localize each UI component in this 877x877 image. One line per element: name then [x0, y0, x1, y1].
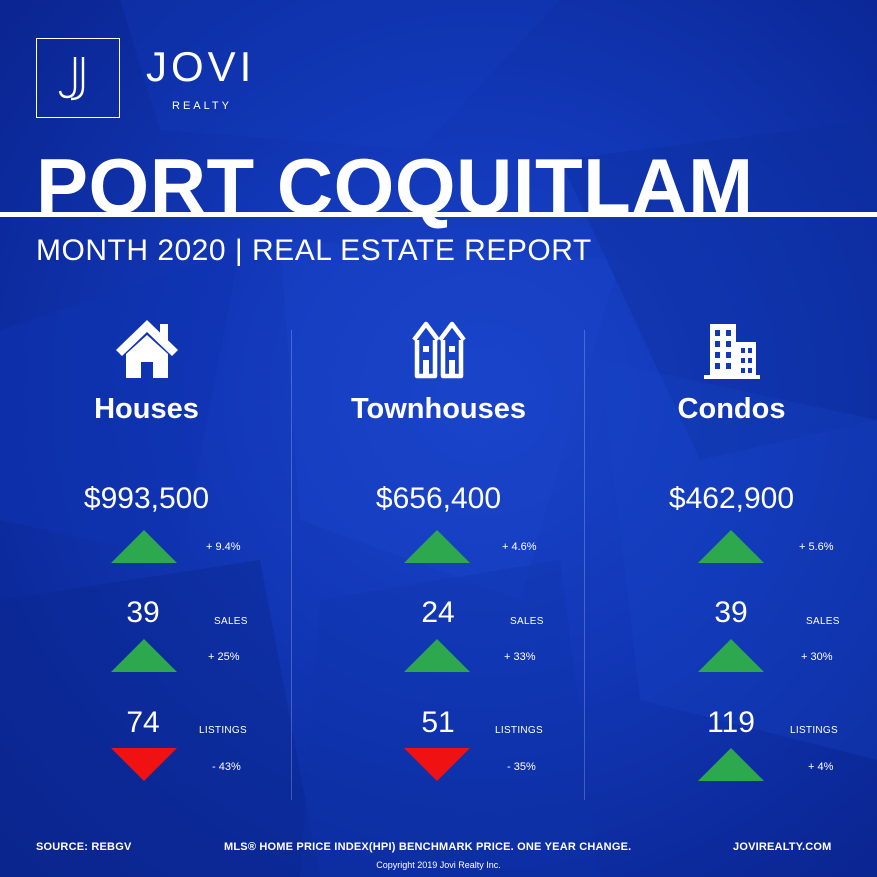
price-change: + 4.6%	[502, 541, 537, 553]
benchmark-price: $993,500	[83, 482, 210, 515]
price-change: + 5.6%	[799, 541, 834, 553]
copyright-note: Copyright 2019 Jovi Realty Inc.	[376, 860, 501, 870]
listings-label: LISTINGS	[199, 725, 247, 736]
column-divider	[291, 330, 292, 800]
column-townhouses: Townhouses $656,400 + 4.6% 24 SALES + 33…	[292, 310, 585, 790]
price-change: + 9.4%	[206, 541, 241, 553]
column-title: Townhouses	[350, 393, 527, 425]
sales-trend-up-arrow	[404, 639, 470, 672]
sales-count: 24	[421, 596, 455, 629]
listings-count: 74	[126, 706, 160, 739]
sales-trend-up-arrow	[111, 639, 177, 672]
listings-count: 51	[421, 706, 455, 739]
column-title: Houses	[94, 393, 199, 425]
column-houses: Houses $993,500 + 9.4% 39 SALES + 25% 74…	[0, 310, 293, 790]
benchmark-price: $462,900	[668, 482, 795, 515]
title-rule	[0, 212, 877, 217]
sales-change: + 33%	[504, 651, 536, 663]
listings-trend-up-arrow	[698, 748, 764, 781]
townhouse-icon	[411, 321, 466, 379]
sales-change: + 25%	[208, 651, 240, 663]
column-condos: Condos $462,900 + 5.6% 39 SALES + 30% 11…	[585, 310, 877, 790]
listings-label: LISTINGS	[495, 725, 543, 736]
condo-building-icon	[703, 324, 760, 379]
sales-change: + 30%	[801, 651, 833, 663]
column-title: Condos	[677, 393, 786, 425]
brand-subtitle: REALTY	[172, 100, 232, 112]
price-trend-up-arrow	[111, 530, 177, 563]
sales-label: SALES	[806, 616, 840, 627]
listings-trend-down-arrow	[111, 748, 177, 781]
source-note: SOURCE: REBGV	[36, 841, 132, 853]
price-trend-up-arrow	[698, 530, 764, 563]
jovi-monogram-icon	[58, 57, 85, 101]
methodology-note: MLS® HOME PRICE INDEX(HPI) BENCHMARK PRI…	[224, 841, 632, 853]
price-trend-up-arrow	[404, 530, 470, 563]
listings-change: - 43%	[212, 761, 241, 773]
listings-trend-down-arrow	[404, 748, 470, 781]
listings-change: - 35%	[507, 761, 536, 773]
sales-count: 39	[714, 596, 748, 629]
jovi-logo	[36, 38, 120, 118]
benchmark-price: $656,400	[375, 482, 502, 515]
sales-label: SALES	[214, 616, 248, 627]
house-icon	[115, 320, 178, 378]
brand-name: JOVI	[146, 43, 256, 90]
sales-count: 39	[126, 596, 160, 629]
page-title: PORT COQUITLAM	[36, 142, 754, 230]
sales-label: SALES	[510, 616, 544, 627]
website-link[interactable]: JOVIREALTY.COM	[733, 841, 832, 853]
sales-trend-up-arrow	[698, 639, 764, 672]
report-subtitle: MONTH 2020 | REAL ESTATE REPORT	[36, 234, 592, 267]
listings-label: LISTINGS	[790, 725, 838, 736]
listings-count: 119	[707, 706, 755, 739]
column-divider	[584, 330, 585, 800]
listings-change: + 4%	[808, 761, 834, 773]
